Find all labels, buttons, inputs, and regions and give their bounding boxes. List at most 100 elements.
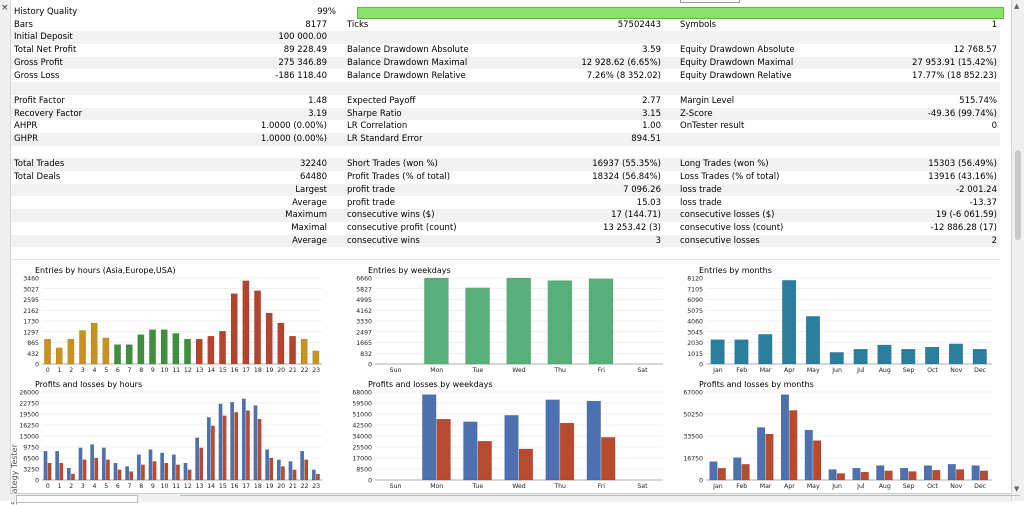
y-tick-label: 1730 (23, 319, 39, 326)
bar (141, 464, 145, 481)
y-tick-label: 67000 (683, 390, 703, 397)
bar (506, 277, 531, 365)
scroll-up-icon[interactable]: ▲ (1014, 2, 1020, 10)
x-tick-label: 6 (116, 483, 120, 490)
bar (465, 287, 490, 365)
stat-value: 89 228.49 (283, 45, 327, 56)
x-tick-label: Jan (712, 367, 723, 374)
bar (125, 466, 130, 481)
y-tick-label: 9750 (23, 445, 39, 452)
y-tick-label: 3330 (356, 319, 372, 326)
chart-0: 3460 3027 2595 2162 1730 1297 865 432 0 0 1 2 3 4 5 6 7 8… (16, 266, 326, 376)
stats-row: AHPR 1.0000 (0.00%) LR Correlation 1.00 OnTe… (11, 120, 1000, 133)
stat-value: -2 001.24 (956, 184, 997, 195)
chart-svg: 26000 22750 19500 16250 13000 9750 6500 3250 00 1… (19, 390, 322, 490)
bar (195, 437, 200, 481)
stat-label: Z-Score (680, 108, 713, 119)
x-tick-label: 8 (139, 483, 143, 490)
bar (187, 469, 192, 481)
x-tick-label: 18 (254, 367, 262, 374)
stat-label: Initial Deposit (14, 32, 73, 43)
x-tick-label: 9 (151, 483, 155, 490)
y-tick-label: 0 (368, 478, 372, 485)
x-tick-label: 23 (312, 483, 320, 490)
x-tick-label: 0 (46, 483, 50, 490)
stat-label: consecutive wins ($) (347, 210, 435, 221)
stat-value: 1.48 (308, 95, 327, 106)
x-tick-label: 20 (277, 367, 285, 374)
x-tick-label: 22 (301, 483, 309, 490)
bar (316, 473, 320, 481)
bar (148, 449, 153, 481)
stat-label: Balance Drawdown Relative (347, 70, 466, 81)
bar (829, 352, 844, 365)
bar (71, 473, 75, 481)
history-quality-row: History Quality 99% (11, 6, 1005, 19)
x-tick-label: Dec (974, 483, 987, 490)
bar (137, 334, 145, 365)
bar (424, 277, 449, 365)
y-tick-label: 51000 (352, 412, 372, 419)
top-tab[interactable] (680, 0, 740, 3)
y-tick-label: 3460 (23, 276, 39, 283)
x-tick-label: Oct (927, 483, 938, 490)
stat-label: Symbols (680, 19, 717, 30)
bottom-tab[interactable] (16, 495, 138, 503)
bar (547, 280, 573, 365)
y-tick-label: 865 (27, 340, 39, 347)
bar (923, 465, 932, 481)
x-tick-label: 23 (312, 367, 320, 374)
bar (601, 437, 616, 481)
y-tick-label: 50250 (683, 412, 703, 419)
bar (504, 415, 519, 481)
vertical-scrollbar[interactable]: ▲ ▼ (1011, 0, 1024, 501)
bar (948, 343, 963, 365)
bar (311, 469, 316, 481)
stat-label: Total Net Profit (14, 45, 77, 56)
close-icon[interactable]: × (1, 3, 9, 13)
chart-1: 6660 5827 4995 4162 3330 2497 1665 832 0 Sun Mon Tu… (349, 266, 667, 376)
scroll-down-icon[interactable]: ▼ (1014, 485, 1020, 493)
x-tick-label: Thu (553, 483, 566, 490)
bar (206, 417, 211, 481)
x-tick-label: Nov (950, 483, 962, 490)
bar (129, 471, 134, 481)
bar (836, 473, 845, 481)
bar (710, 339, 725, 365)
stats-row: Bars 8177 Ticks 57502443 Symbols 1 (11, 19, 1000, 32)
x-tick-label: 3 (81, 367, 85, 374)
bar (789, 410, 798, 481)
x-tick-label: Jul (856, 367, 865, 374)
x-tick-label: 0 (46, 367, 50, 374)
stat-label: Maximum (285, 210, 327, 221)
stat-value: 2.77 (642, 95, 661, 106)
stat-label: Short Trades (won %) (347, 159, 438, 170)
stat-value: 1.0000 (0.00%) (260, 134, 327, 144)
stat-label: LR Standard Error (347, 134, 423, 144)
bar (183, 462, 188, 481)
x-tick-label: 8 (139, 367, 143, 374)
y-tick-label: 1665 (356, 340, 372, 347)
bar (101, 447, 106, 481)
x-tick-label: 11 (172, 367, 180, 374)
stats-row (11, 82, 1000, 95)
x-tick-label: 12 (184, 483, 192, 490)
bar (782, 280, 797, 365)
stat-label: Gross Loss (14, 70, 60, 81)
bar (218, 403, 223, 481)
scrollbar-thumb[interactable] (1015, 150, 1021, 240)
x-tick-label: Fri (598, 367, 606, 374)
stat-label: Balance Drawdown Absolute (347, 45, 469, 56)
bar (269, 457, 274, 481)
stat-label: Average (292, 235, 327, 246)
x-tick-label: Feb (736, 367, 747, 374)
bar (276, 459, 281, 481)
x-tick-label: Jul (856, 483, 865, 490)
bar (172, 333, 180, 365)
x-tick-label: Mar (760, 483, 772, 490)
x-tick-label: 5 (104, 483, 108, 490)
bar (709, 461, 718, 481)
y-tick-label: 0 (699, 362, 703, 369)
x-tick-label: 17 (242, 483, 250, 490)
stat-value: 27 953.91 (15.42%) (911, 57, 997, 68)
